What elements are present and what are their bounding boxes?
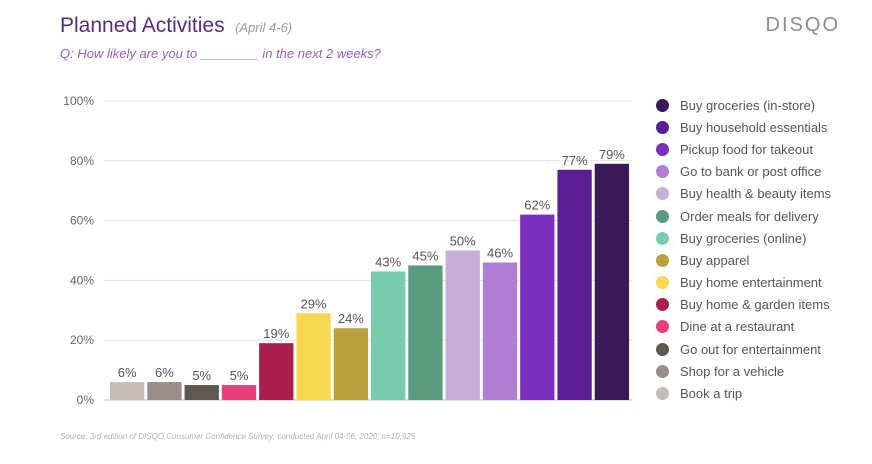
legend-label: Dine at a restaurant: [680, 319, 795, 335]
legend-swatch: [656, 231, 669, 245]
bar-value-label: 43%: [375, 254, 401, 269]
bar: [110, 382, 145, 400]
chart-title-row: Planned Activities (April 4-6): [60, 14, 292, 38]
y-tick-label: 60%: [70, 214, 94, 228]
bar-value-label: 6%: [118, 365, 137, 380]
bar: [221, 385, 257, 400]
legend-label: Pickup food for takeout: [680, 141, 813, 157]
legend-item: Dine at a restaurant: [656, 316, 831, 338]
legend-item: Buy groceries (in-store): [656, 94, 831, 116]
legend-item: Buy health & beauty items: [656, 183, 831, 205]
legend-swatch: [656, 276, 669, 290]
legend-label: Buy household essentials: [680, 119, 828, 135]
legend-swatch: [656, 320, 669, 334]
legend-swatch: [656, 298, 669, 312]
bar-value-label: 62%: [524, 198, 550, 213]
bar: [445, 250, 480, 400]
bar-value-label: 6%: [155, 365, 174, 380]
legend-swatch: [656, 142, 669, 156]
bar-value-label: 29%: [301, 296, 327, 311]
bar-value-label: 19%: [263, 326, 289, 341]
legend-swatch: [656, 387, 669, 401]
legend-label: Go out for entertainment: [680, 341, 821, 357]
legend-item: Buy household essentials: [656, 116, 831, 138]
source-note: Source: 3rd edition of DISQO Consumer Co…: [60, 432, 416, 441]
bar-value-label: 45%: [412, 248, 438, 263]
y-tick-label: 80%: [70, 154, 94, 168]
legend-label: Buy groceries (online): [680, 230, 807, 246]
legend-label: Book a trip: [680, 386, 743, 402]
legend-item: Buy home entertainment: [656, 272, 831, 294]
y-tick-label: 40%: [70, 273, 94, 287]
y-tick-label: 0%: [77, 393, 95, 407]
legend-label: Buy home & garden items: [680, 297, 830, 313]
bar: [147, 382, 182, 400]
bar: [594, 163, 630, 400]
chart-subtitle: Q: How likely are you to ________ in the…: [60, 46, 381, 61]
legend-item: Go out for entertainment: [656, 338, 831, 360]
legend-swatch: [656, 98, 669, 112]
bar-value-label: 24%: [338, 311, 364, 326]
legend-label: Buy apparel: [680, 252, 750, 268]
legend-label: Buy health & beauty items: [680, 186, 832, 202]
legend-swatch: [656, 209, 669, 223]
bar: [296, 313, 331, 400]
bar: [520, 214, 555, 400]
legend-item: Book a trip: [656, 382, 831, 404]
legend-swatch: [656, 342, 669, 356]
legend-item: Buy apparel: [656, 249, 831, 271]
legend-label: Go to bank or post office: [680, 164, 822, 180]
chart-title: Planned Activities: [60, 14, 225, 37]
legend-label: Buy groceries (in-store): [680, 97, 816, 113]
bar-value-label: 5%: [192, 368, 211, 383]
y-tick-label: 20%: [70, 333, 94, 347]
legend-swatch: [656, 165, 669, 179]
legend-item: Shop for a vehicle: [656, 360, 831, 382]
legend-label: Order meals for delivery: [680, 208, 819, 224]
bar-value-label: 77%: [562, 153, 588, 168]
date-range: (April 4-6): [235, 20, 293, 35]
legend-item: Buy groceries (online): [656, 227, 831, 249]
bar-value-label: 5%: [230, 368, 249, 383]
legend-item: Order meals for delivery: [656, 205, 831, 227]
bar: [482, 262, 518, 400]
chart-legend: Buy groceries (in-store) Buy household es…: [656, 94, 831, 405]
y-tick-label: 100%: [63, 94, 94, 108]
bar: [371, 271, 406, 400]
bar-value-label: 79%: [599, 147, 625, 162]
brand-logo: DISQO: [765, 14, 840, 36]
legend-swatch: [656, 187, 669, 201]
legend-swatch: [656, 364, 669, 378]
bar: [557, 169, 592, 400]
legend-item: Buy home & garden items: [656, 294, 831, 316]
legend-item: Go to bank or post office: [656, 161, 831, 183]
legend-swatch: [656, 253, 669, 267]
legend-label: Shop for a vehicle: [680, 363, 785, 379]
bar: [259, 343, 294, 400]
legend-item: Pickup food for takeout: [656, 138, 831, 160]
bar: [408, 265, 443, 400]
bar-value-label: 50%: [450, 234, 476, 249]
bar-value-label: 46%: [487, 245, 513, 260]
bar: [184, 385, 219, 400]
legend-label: Buy home entertainment: [680, 275, 822, 291]
bar: [333, 328, 369, 400]
legend-swatch: [656, 120, 669, 134]
